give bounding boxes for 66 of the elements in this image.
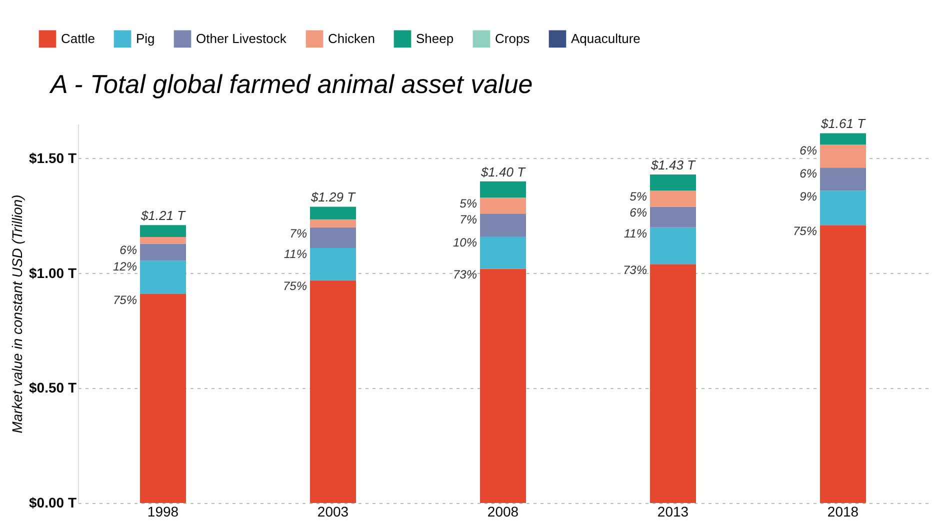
x-tick-label: 2008 bbox=[487, 504, 519, 520]
bar bbox=[310, 248, 356, 280]
bar bbox=[480, 198, 526, 214]
chart-title: A - Total global farmed animal asset value bbox=[48, 69, 533, 100]
annotation: 6% bbox=[800, 144, 818, 158]
bar bbox=[650, 264, 696, 503]
bar bbox=[820, 133, 866, 145]
bar bbox=[140, 244, 186, 261]
bar bbox=[310, 227, 356, 248]
annotation: 6% bbox=[630, 206, 648, 220]
bar bbox=[140, 225, 186, 238]
annotation: 7% bbox=[290, 226, 308, 240]
annotation: 75% bbox=[792, 224, 818, 238]
annotation: 75% bbox=[282, 279, 308, 294]
x-tick-label: 1998 bbox=[147, 504, 179, 520]
bar bbox=[650, 174, 696, 191]
bar bbox=[140, 237, 186, 244]
total-label: $1.40 T bbox=[480, 164, 526, 180]
bar bbox=[820, 225, 866, 503]
annotation: 10% bbox=[452, 236, 478, 250]
annotation: 7% bbox=[460, 212, 478, 227]
annotation: 75% bbox=[112, 292, 138, 307]
bar bbox=[140, 294, 186, 503]
bar bbox=[650, 227, 696, 264]
y-tick-label: $0.50 T bbox=[29, 380, 77, 396]
bar bbox=[310, 219, 356, 228]
bar bbox=[820, 144, 866, 168]
legend-label: Aquaculture bbox=[571, 30, 640, 46]
legend-label: Other Livestock bbox=[196, 30, 287, 46]
annotation: 9% bbox=[800, 190, 818, 204]
x-tick-label: 2018 bbox=[827, 504, 859, 520]
total-label: $1.61 T bbox=[820, 116, 866, 132]
bar bbox=[820, 168, 866, 191]
annotation: 5% bbox=[460, 196, 478, 211]
legend-label: Pig bbox=[136, 30, 155, 46]
bar bbox=[140, 260, 186, 294]
y-tick-label: $1.50 T bbox=[29, 150, 77, 166]
total-label: $1.21 T bbox=[140, 208, 186, 224]
annotation: 6% bbox=[120, 242, 138, 257]
bar bbox=[820, 190, 866, 226]
legend-label: Sheep bbox=[416, 30, 454, 46]
annotation: 11% bbox=[624, 226, 648, 240]
annotation: 11% bbox=[284, 247, 308, 262]
y-tick-label: $1.00 T bbox=[29, 264, 77, 281]
legend-label: Cattle bbox=[61, 30, 95, 46]
annotation: 6% bbox=[800, 166, 818, 181]
bar bbox=[480, 181, 526, 198]
bar bbox=[480, 214, 526, 237]
bar bbox=[310, 280, 356, 503]
bar bbox=[650, 190, 696, 207]
bar bbox=[310, 206, 356, 220]
annotation: 12% bbox=[112, 260, 138, 274]
legend-label: Crops bbox=[495, 30, 530, 46]
bar bbox=[480, 236, 526, 269]
y-tick-label: $0.00 T bbox=[29, 494, 77, 510]
x-tick-label: 2003 bbox=[317, 504, 349, 520]
total-label: $1.43 T bbox=[650, 158, 696, 173]
bar bbox=[480, 268, 526, 503]
y-axis-title: Market value in constant USD (Trillion) bbox=[9, 194, 26, 434]
annotation: 73% bbox=[452, 268, 478, 282]
annotation: 5% bbox=[630, 190, 648, 204]
bar bbox=[650, 206, 696, 228]
legend-label: Chicken bbox=[328, 30, 375, 46]
x-tick-label: 2013 bbox=[657, 504, 689, 520]
annotation: 73% bbox=[622, 263, 648, 278]
total-label: $1.29 T bbox=[310, 190, 356, 205]
